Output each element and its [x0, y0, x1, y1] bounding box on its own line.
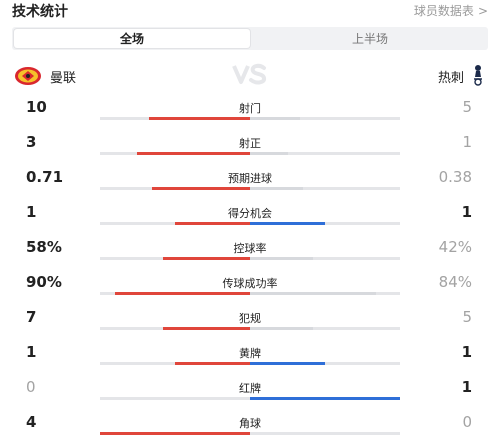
home-stat-value: 1 — [26, 343, 37, 361]
stat-row: 1 得分机会 1 — [0, 203, 500, 233]
home-bar-fill — [115, 292, 250, 295]
home-bar-track — [100, 397, 250, 400]
home-bar-fill — [100, 432, 250, 435]
tab-first-half[interactable]: 上半场 — [351, 32, 388, 46]
stat-label: 射门 — [239, 102, 261, 115]
home-stat-value: 58% — [26, 238, 62, 256]
away-stat-value: 0 — [462, 413, 472, 431]
away-bar-track — [250, 397, 400, 400]
away-team-name: 热刺 — [437, 71, 464, 86]
player-stats-link[interactable]: 球员数据表 > — [414, 2, 488, 19]
away-stat-value: 84% — [438, 273, 472, 291]
stat-row: 7 犯规 5 — [0, 308, 500, 338]
chevron-right-icon: > — [477, 3, 488, 18]
home-bar-fill — [152, 187, 250, 190]
away-stat-value: 0.38 — [438, 168, 472, 186]
away-bar-track — [250, 222, 400, 225]
home-bar-track — [100, 292, 250, 295]
stat-row: 58% 控球率 42% — [0, 238, 500, 268]
away-bar-fill — [250, 257, 313, 260]
home-stat-value: 0.71 — [26, 168, 64, 186]
away-stat-value: 1 — [461, 378, 472, 396]
period-tabs: 全场 上半场 — [12, 27, 488, 50]
player-stats-link-label: 球员数据表 — [413, 4, 474, 18]
away-bar-fill — [250, 397, 400, 400]
away-bar-fill — [250, 327, 313, 330]
away-stat-value: 1 — [462, 133, 472, 151]
away-stat-value: 1 — [461, 203, 472, 221]
stat-label: 犯规 — [239, 312, 261, 325]
home-bar-fill — [163, 257, 250, 260]
stat-label: 黄牌 — [239, 347, 261, 360]
home-stat-value: 0 — [26, 378, 36, 396]
away-bar-track — [250, 257, 400, 260]
away-stat-value: 42% — [438, 238, 472, 256]
stats-header: 技术统计 球员数据表 > — [0, 0, 500, 22]
away-bar-track — [250, 362, 400, 365]
away-bar-fill — [250, 292, 376, 295]
home-bar-fill — [137, 152, 250, 155]
section-title: 技术统计 — [12, 4, 68, 20]
away-bar-track — [250, 187, 400, 190]
home-bar-track — [100, 187, 250, 190]
away-bar-fill — [250, 117, 300, 120]
stat-row: 90% 传球成功率 84% — [0, 273, 500, 303]
stat-row: 0.71 预期进球 0.38 — [0, 168, 500, 198]
home-bar-fill — [175, 362, 250, 365]
home-stat-value: 4 — [26, 413, 37, 431]
teams-row: 曼联 热刺 — [0, 60, 500, 88]
home-bar-track — [100, 257, 250, 260]
away-bar-track — [250, 152, 400, 155]
stat-label: 控球率 — [233, 242, 267, 255]
away-stat-value: 5 — [462, 308, 472, 326]
home-stat-value: 3 — [26, 133, 37, 151]
home-bar-fill — [175, 222, 250, 225]
stat-label: 得分机会 — [228, 207, 272, 220]
home-bar-track — [100, 327, 250, 330]
home-bar-track — [100, 432, 250, 435]
stat-row: 1 黄牌 1 — [0, 343, 500, 373]
stat-row: 0 红牌 1 — [0, 378, 500, 408]
home-bar-track — [100, 152, 250, 155]
stat-label: 射正 — [239, 137, 261, 150]
away-bar-fill — [250, 362, 325, 365]
home-stat-value: 90% — [26, 273, 62, 291]
home-bar-fill — [149, 117, 250, 120]
away-bar-fill — [250, 222, 325, 225]
stat-label: 角球 — [239, 417, 261, 430]
home-team-name: 曼联 — [50, 71, 77, 86]
home-stat-value: 10 — [26, 98, 47, 116]
away-stat-value: 1 — [461, 343, 472, 361]
stat-label: 传球成功率 — [222, 277, 278, 290]
tab-full-match[interactable]: 全场 — [14, 29, 250, 48]
tottenham-crest-icon — [474, 65, 482, 86]
stat-label: 预期进球 — [228, 172, 272, 185]
home-bar-track — [100, 362, 250, 365]
home-bar-track — [100, 117, 250, 120]
away-bar-track — [250, 327, 400, 330]
home-bar-fill — [163, 327, 250, 330]
home-stat-value: 7 — [26, 308, 37, 326]
away-stat-value: 5 — [462, 98, 472, 116]
stat-row: 4 角球 0 — [0, 413, 500, 440]
vs-icon — [232, 63, 267, 85]
away-bar-fill — [250, 152, 288, 155]
stat-row: 10 射门 5 — [0, 98, 500, 128]
home-stat-value: 1 — [26, 203, 37, 221]
away-bar-track — [250, 117, 400, 120]
manchester-united-crest-icon — [15, 67, 41, 85]
home-bar-track — [100, 222, 250, 225]
away-bar-track — [250, 292, 400, 295]
away-bar-fill — [250, 187, 303, 190]
stat-label: 红牌 — [239, 382, 261, 395]
away-bar-track — [250, 432, 400, 435]
stat-row: 3 射正 1 — [0, 133, 500, 163]
